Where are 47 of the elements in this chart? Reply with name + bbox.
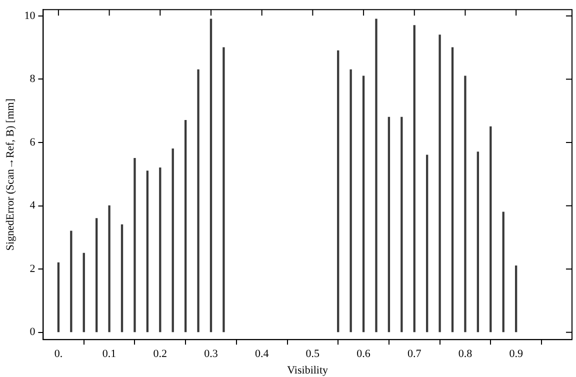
bar [362,76,365,332]
x-tick-label: 0.3 [204,348,218,360]
bar [70,230,72,332]
x-tick-label: 0.7 [408,348,422,360]
x-tick-label: 0.4 [254,348,270,360]
bar [350,69,352,332]
y-tick-label: 10 [24,10,36,22]
bar [57,262,60,332]
bar [120,224,124,332]
bar [476,152,480,332]
y-tick-label: 8 [30,73,36,86]
x-tick-label: 0. [54,348,63,360]
x-tick-label: 0.5 [306,348,320,360]
bar [184,120,187,332]
bar [222,47,225,332]
y-axis-title: SignedError (Scan→Ref, B) [mm] [4,98,16,251]
x-tick-label: 0.9 [509,348,524,360]
x-tick-label: 0.2 [153,348,168,360]
y-tick-label: 4 [30,200,36,212]
bar [159,167,162,332]
bar [426,154,428,332]
x-axis-title: Visibility [287,364,329,376]
y-tick-label: 0 [30,326,36,338]
bar [464,76,466,332]
bar [388,116,390,332]
bar [400,116,403,332]
x-tick-label: 0.8 [458,348,473,360]
y-tick-label: 6 [30,136,36,148]
y-tick-label: 2 [30,262,36,275]
bar [82,252,85,332]
bar [108,205,110,332]
bar [451,47,454,332]
bar [413,25,416,332]
bar [172,148,174,332]
bar [134,158,136,332]
x-tick-label: 0.1 [102,348,116,360]
bar [210,18,212,332]
bar [337,50,340,332]
bar [502,212,504,332]
bar [438,34,441,332]
bar [96,218,98,332]
bar [146,170,149,332]
bar [514,266,518,332]
bar [490,126,492,332]
bar [197,69,200,332]
x-tick-label: 0.6 [356,348,371,360]
bar [375,18,378,332]
